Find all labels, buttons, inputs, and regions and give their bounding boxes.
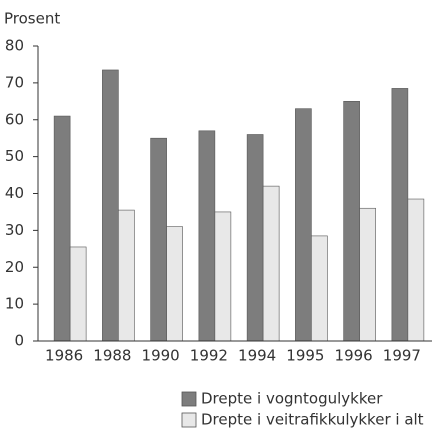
bar	[53, 115, 71, 342]
bar	[343, 101, 360, 342]
x-tick-label: 1997	[383, 347, 421, 365]
x-tick-label: 1994	[238, 347, 276, 365]
bar	[359, 207, 376, 342]
bar	[102, 69, 119, 342]
legend-swatch	[181, 412, 197, 428]
bar	[391, 88, 409, 342]
bar	[214, 211, 232, 342]
y-tick-label: 70	[5, 73, 24, 91]
x-tick-label: 1986	[45, 347, 83, 365]
y-tick-label: 40	[5, 184, 24, 202]
y-tick-label: 60	[5, 110, 24, 128]
x-tick-label: 1995	[286, 347, 324, 365]
x-tick-label: 1996	[335, 347, 373, 365]
y-tick-label: 30	[5, 221, 24, 239]
y-tick-label: 10	[5, 295, 24, 313]
legend-label: Drepte i veitrafikkulykker i alt	[201, 411, 424, 429]
bar	[246, 134, 264, 342]
x-tick-label: 1992	[190, 347, 228, 365]
bar	[198, 130, 216, 342]
bar	[262, 185, 280, 342]
bar	[295, 108, 312, 342]
legend-swatch	[181, 391, 197, 407]
y-axis-label: Prosent	[4, 10, 60, 28]
bar	[69, 246, 87, 342]
bar	[311, 235, 328, 342]
bar	[166, 226, 183, 342]
x-tick-label: 1990	[142, 347, 180, 365]
x-tick-label: 1988	[93, 347, 131, 365]
y-tick-label: 50	[5, 147, 24, 165]
y-tick-label: 0	[14, 332, 24, 350]
y-tick-label: 20	[5, 258, 24, 276]
bar	[407, 198, 425, 342]
y-tick-label: 80	[5, 37, 24, 55]
bar	[118, 209, 135, 342]
legend-label: Drepte i vogntogulykker	[201, 390, 383, 408]
bar	[150, 137, 167, 342]
